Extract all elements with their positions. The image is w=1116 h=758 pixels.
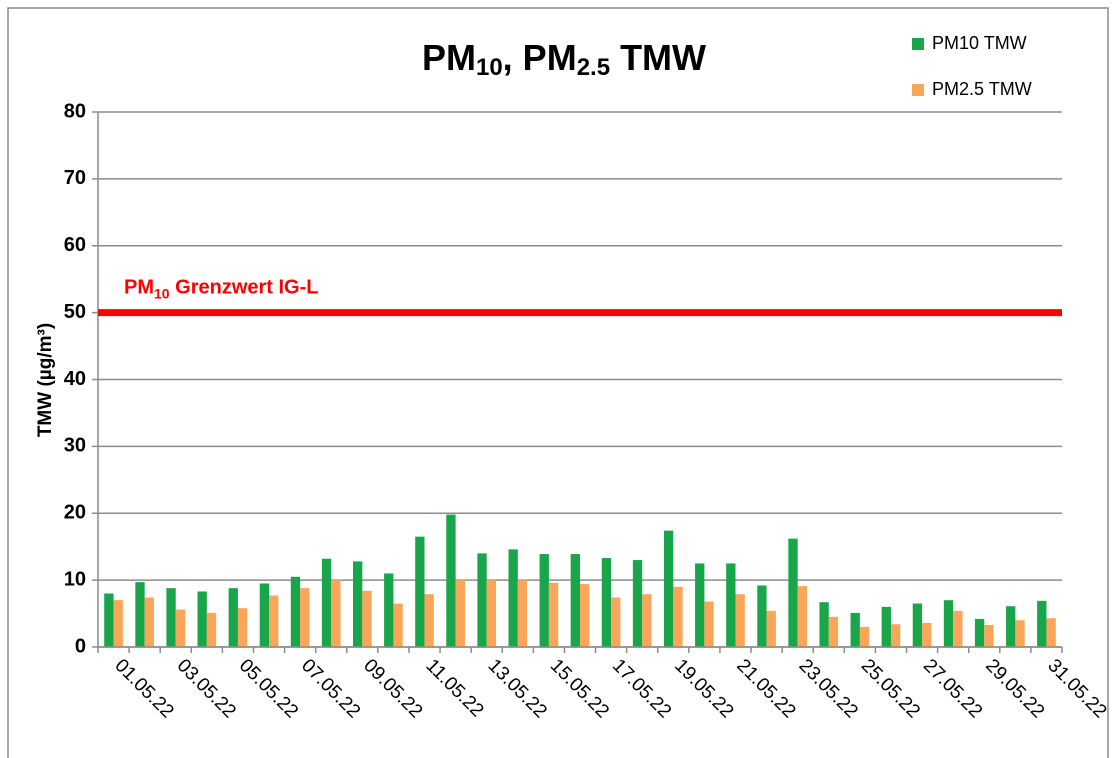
bar xyxy=(1015,620,1025,647)
bar xyxy=(788,538,798,647)
bar xyxy=(1006,606,1016,647)
bar xyxy=(1046,618,1056,647)
y-tick-label: 0 xyxy=(75,635,86,657)
bar xyxy=(726,563,736,647)
bar xyxy=(237,608,248,647)
bar xyxy=(393,603,403,647)
bar xyxy=(642,594,652,647)
limit-label: PM10 Grenzwert IG-L xyxy=(124,277,318,301)
bar xyxy=(269,595,279,647)
bar xyxy=(362,590,372,647)
y-tick-label: 50 xyxy=(64,301,86,323)
bar xyxy=(166,588,176,647)
subscript: 2.5 xyxy=(577,54,610,81)
bar xyxy=(508,549,518,647)
bar xyxy=(415,536,425,647)
bar xyxy=(175,609,186,647)
bar xyxy=(797,586,808,647)
y-tick-label: 70 xyxy=(64,167,86,189)
bar xyxy=(859,626,870,647)
bar xyxy=(735,594,745,647)
text-part: , PM xyxy=(503,37,577,78)
bar xyxy=(539,554,549,647)
bar xyxy=(113,600,123,647)
bar xyxy=(290,576,301,647)
bar xyxy=(446,514,456,647)
bar xyxy=(144,597,154,647)
legend-label: PM2.5 TMW xyxy=(932,79,1032,99)
bar xyxy=(300,588,310,647)
bar xyxy=(477,553,487,647)
subscript: 10 xyxy=(154,285,170,301)
bar xyxy=(922,622,932,647)
y-tick-label: 30 xyxy=(64,435,86,457)
bar xyxy=(424,594,434,647)
bar xyxy=(757,585,767,647)
chart-title: PM10, PM2.5 TMW xyxy=(422,37,706,82)
subscript: 10 xyxy=(476,54,503,81)
bar xyxy=(321,558,332,647)
bar xyxy=(1037,600,1047,647)
bar xyxy=(828,616,839,647)
bar xyxy=(104,593,114,647)
bar xyxy=(632,560,643,647)
bar xyxy=(984,624,994,647)
bar xyxy=(206,612,217,647)
bar xyxy=(455,580,465,647)
text-part: TMW xyxy=(610,37,706,78)
bar xyxy=(352,561,363,647)
bar xyxy=(663,530,674,647)
bar xyxy=(384,573,394,647)
legend-swatch xyxy=(912,84,924,96)
text-part: PM xyxy=(422,37,476,78)
bar xyxy=(517,580,528,647)
bar xyxy=(673,586,683,647)
y-axis-label: TMW (µg/m³) xyxy=(35,323,56,437)
bar xyxy=(881,606,891,647)
bar xyxy=(580,584,590,647)
bar xyxy=(601,558,612,647)
y-tick-label: 20 xyxy=(64,502,86,524)
legend-swatch xyxy=(912,38,924,50)
bar xyxy=(890,624,901,647)
bar xyxy=(135,582,145,647)
bar xyxy=(766,610,776,647)
bar xyxy=(331,580,341,647)
bar xyxy=(704,601,714,647)
bar xyxy=(486,580,497,647)
y-tick-label: 80 xyxy=(64,100,86,122)
bar xyxy=(228,588,238,647)
bar xyxy=(548,582,559,647)
legend-label: PM10 TMW xyxy=(932,33,1027,53)
bar xyxy=(570,554,580,647)
text-part: PM xyxy=(124,277,154,299)
bar xyxy=(197,591,207,647)
bar xyxy=(850,612,860,647)
text-part: Grenzwert IG-L xyxy=(170,277,319,299)
bar xyxy=(695,563,705,647)
y-tick-label: 40 xyxy=(64,368,86,390)
y-tick-label: 10 xyxy=(64,568,86,590)
bar xyxy=(819,602,829,647)
bar xyxy=(953,610,963,647)
bar xyxy=(912,603,923,647)
bar xyxy=(943,600,954,647)
bar xyxy=(259,583,270,647)
bar xyxy=(611,597,621,647)
bar xyxy=(974,618,985,647)
y-tick-label: 60 xyxy=(64,234,86,256)
